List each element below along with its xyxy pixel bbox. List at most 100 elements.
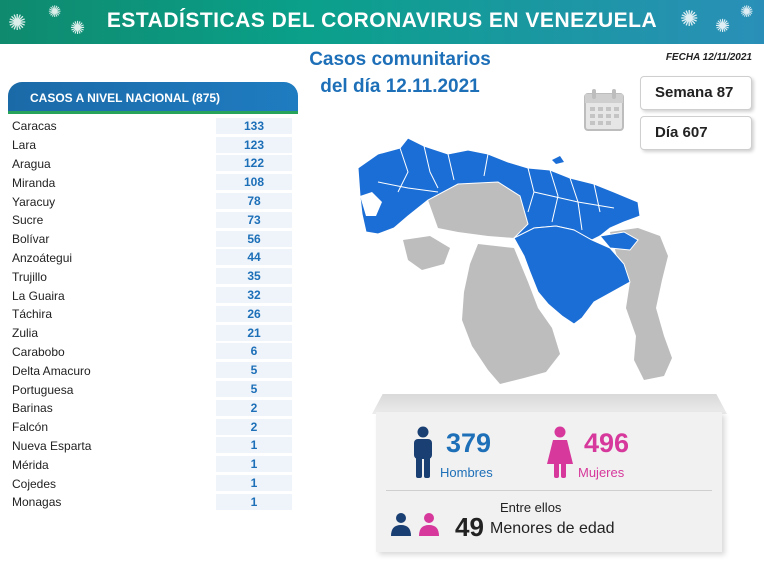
state-name: Monagas (12, 495, 62, 510)
table-row: Caracas 133 (8, 117, 298, 136)
state-name: Táchira (12, 307, 53, 322)
week-pill: Semana 87 (640, 76, 752, 110)
table-row: Barinas 2 (8, 399, 298, 418)
table-row: Nueva Esparta 1 (8, 437, 298, 456)
virus-icon: ✺ (680, 6, 699, 31)
calendar-icon (584, 89, 624, 131)
table-row: Trujillo 35 (8, 267, 298, 286)
state-name: Nueva Esparta (12, 438, 92, 453)
table-row: Lara 123 (8, 136, 298, 155)
table-row: Falcón 2 (8, 418, 298, 437)
man-icon (414, 426, 432, 478)
state-cases: 2 (216, 418, 292, 436)
page-title: ESTADÍSTICAS DEL CORONAVIRUS EN VENEZUEL… (106, 9, 658, 32)
state-cases: 78 (216, 193, 292, 211)
map-region-active (360, 192, 382, 216)
state-cases: 6 (216, 343, 292, 361)
state-name: Anzoátegui (12, 250, 73, 265)
state-cases: 44 (216, 249, 292, 267)
state-name: Caracas (12, 119, 57, 134)
map-region-active (599, 231, 639, 251)
map-region-inactive (462, 244, 560, 384)
virus-icon: ✺ (740, 4, 754, 21)
woman-icon (547, 426, 573, 478)
child-boy-icon (391, 513, 411, 536)
state-name: Delta Amacuro (12, 363, 91, 378)
men-label: Hombres (440, 465, 493, 480)
table-row: Monagas 1 (8, 493, 298, 512)
state-name: Lara (12, 138, 37, 153)
state-cases: 108 (216, 174, 292, 192)
state-cases: 2 (216, 399, 292, 417)
map-region-active (513, 225, 631, 325)
state-cases: 32 (216, 287, 292, 305)
virus-icon: ✺ (715, 16, 731, 36)
subtitle-line1: Casos comunitarios (309, 49, 491, 70)
state-name: Sucre (12, 213, 44, 228)
map-region-inactive (610, 228, 672, 380)
map-region-inactive (403, 236, 450, 270)
state-cases: 35 (216, 268, 292, 286)
panel-top (372, 394, 727, 414)
map-island (552, 156, 564, 164)
subtitle-line2: del día 12.11.2021 (320, 76, 480, 97)
child-girl-icon (419, 513, 439, 536)
table-row: Cojedes 1 (8, 474, 298, 493)
state-name: Portuguesa (12, 382, 74, 397)
table-row: Sucre 73 (8, 211, 298, 230)
table-row: Anzoátegui 44 (8, 249, 298, 268)
women-count: 496 (584, 428, 630, 458)
table-row: La Guaira 32 (8, 286, 298, 305)
state-name: Miranda (12, 175, 56, 190)
state-name: Carabobo (12, 344, 65, 359)
state-cases: 133 (216, 117, 292, 135)
state-name: Cojedes (12, 476, 57, 491)
national-cases-table: Caracas 133 Lara 123 Aragua 122 Miranda 108 Yara… (8, 117, 298, 512)
state-cases: 122 (216, 155, 292, 173)
state-name: Mérida (12, 457, 49, 472)
subtitle: Casos comunitarios del día 12.11.2021 (270, 46, 530, 100)
state-cases: 1 (216, 493, 292, 511)
men-count: 379 (446, 428, 492, 458)
state-cases: 1 (216, 437, 292, 455)
virus-icon: ✺ (8, 10, 27, 35)
state-name: Bolívar (12, 232, 50, 247)
women-label: Mujeres (578, 465, 625, 480)
table-row: Carabobo 6 (8, 343, 298, 362)
state-cases: 5 (216, 381, 292, 399)
minors-label: Menores de edad (490, 520, 615, 537)
state-cases: 5 (216, 362, 292, 380)
table-row: Yaracuy 78 (8, 192, 298, 211)
table-row: Aragua 122 (8, 155, 298, 174)
panel-divider (386, 490, 712, 491)
state-cases: 1 (216, 456, 292, 474)
day-pill: Día 607 (640, 116, 752, 150)
venezuela-map (357, 137, 672, 384)
state-cases: 73 (216, 211, 292, 229)
state-name: Falcón (12, 420, 49, 435)
state-name: Barinas (12, 401, 53, 416)
date-label: FECHA 12/11/2021 (665, 52, 752, 63)
minors-count: 49 (455, 512, 484, 542)
virus-icon: ✺ (70, 18, 86, 38)
state-cases: 1 (216, 475, 292, 493)
table-row: Portuguesa 5 (8, 380, 298, 399)
table-row: Miranda 108 (8, 173, 298, 192)
state-name: Zulia (12, 326, 39, 341)
state-cases: 21 (216, 324, 292, 342)
table-row: Delta Amacuro 5 (8, 361, 298, 380)
table-row: Mérida 1 (8, 455, 298, 474)
table-row: Zulia 21 (8, 324, 298, 343)
header-banner: ✺ ✺ ✺ ESTADÍSTICAS DEL CORONAVIRUS EN VE… (0, 0, 764, 44)
state-name: La Guaira (12, 288, 65, 303)
state-cases: 26 (216, 305, 292, 323)
state-name: Yaracuy (12, 194, 56, 209)
minors-intro: Entre ellos (500, 500, 562, 515)
state-cases: 123 (216, 136, 292, 154)
state-name: Trujillo (12, 269, 47, 284)
national-cases-header: CASOS A NIVEL NACIONAL (875) (8, 82, 298, 114)
table-row: Bolívar 56 (8, 230, 298, 249)
state-cases: 56 (216, 230, 292, 248)
table-row: Táchira 26 (8, 305, 298, 324)
virus-icon: ✺ (48, 4, 62, 21)
